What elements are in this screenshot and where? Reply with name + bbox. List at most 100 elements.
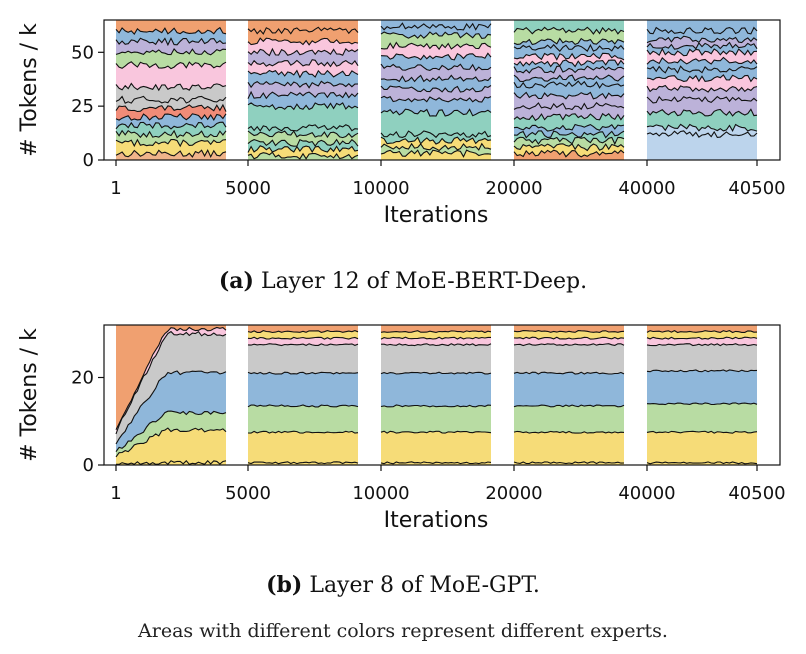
area-band-c0-s4-10 xyxy=(647,36,757,50)
area-band-c0-s0-7 xyxy=(116,83,226,104)
boundary-line-c1-s2-1 xyxy=(380,461,492,465)
area-band-c1-s4-1 xyxy=(647,431,757,464)
boundary-line-c0-s2-4 xyxy=(380,130,492,139)
area-band-c0-s3-4 xyxy=(514,124,624,138)
area-band-c1-s3-3 xyxy=(514,372,624,407)
area-band-c1-s0-6 xyxy=(116,325,226,430)
x-tick-label-c0-s4-start: 40000 xyxy=(618,178,675,199)
caption-a-text: Layer 12 of MoE-BERT-Deep. xyxy=(260,269,588,294)
boundary-line-c0-s3-5 xyxy=(513,123,625,132)
axes-frame-c0 xyxy=(103,19,781,161)
boundary-line-c1-s2-3 xyxy=(380,404,492,408)
area-band-c0-s4-6 xyxy=(647,66,757,82)
area-band-c0-s1-4 xyxy=(248,124,358,138)
area-band-c0-s1-2 xyxy=(248,139,358,153)
boundary-line-c1-s4-1 xyxy=(646,461,758,465)
area-band-c0-s2-10 xyxy=(381,42,491,60)
boundary-line-c1-s0-1 xyxy=(116,459,227,466)
boundary-line-c0-s3-9 xyxy=(513,80,625,89)
boundary-line-c0-s1-5 xyxy=(247,124,359,132)
boundary-line-c0-s2-3 xyxy=(380,136,492,145)
plot-area-b: 1 5000 10000 20000 40000 40500 0 20 xyxy=(71,324,786,504)
x-tick-label-c0-s1-start: 5000 xyxy=(225,178,271,199)
boundary-line-c0-s2-8 xyxy=(380,74,492,83)
boundary-line-c1-s1-7 xyxy=(247,330,359,334)
boundary-line-c1-s0-2 xyxy=(115,427,227,458)
area-band-c0-s1-10 xyxy=(248,48,358,67)
area-band-c1-s2-7 xyxy=(381,325,491,333)
boundary-line-c1-s0-6 xyxy=(115,326,227,430)
boundary-line-c1-s2-2 xyxy=(380,430,492,434)
area-band-c1-s3-4 xyxy=(514,343,624,374)
boundary-line-c0-s3-10 xyxy=(513,74,625,83)
boundary-line-c1-s4-6 xyxy=(646,336,758,340)
boundary-line-c1-s4-4 xyxy=(646,369,758,373)
boundary-line-c0-s4-7 xyxy=(646,65,758,74)
area-band-c1-s3-2 xyxy=(514,405,624,434)
area-band-c1-s1-2 xyxy=(248,405,358,434)
area-band-c0-s0-9 xyxy=(116,49,226,69)
boundary-line-c1-s3-2 xyxy=(513,430,625,434)
boundary-line-c0-s0-4 xyxy=(115,121,227,130)
x-tick-label-c1-s2-start: 10000 xyxy=(352,483,409,504)
area-band-c0-s4-11 xyxy=(647,27,757,43)
boundary-line-c0-s1-9 xyxy=(247,69,359,79)
area-band-c0-s4-4 xyxy=(647,85,757,103)
area-band-c1-s4-2 xyxy=(647,402,757,434)
area-band-c1-s2-4 xyxy=(381,343,491,374)
boundary-line-c0-s1-11 xyxy=(247,47,359,57)
boundary-line-c1-s2-4 xyxy=(380,371,492,375)
area-band-c0-s1-8 xyxy=(248,70,358,88)
area-band-c0-s3-15 xyxy=(514,27,624,45)
boundary-line-c0-s3-2 xyxy=(513,143,625,152)
boundary-line-c0-s4-9 xyxy=(646,47,758,57)
boundary-line-c1-s1-3 xyxy=(247,404,359,408)
boundary-line-c0-s1-2 xyxy=(247,145,359,153)
boundary-line-c0-s3-11 xyxy=(513,65,625,74)
caption-a: (a) Layer 12 of MoE-BERT-Deep. xyxy=(0,268,806,294)
area-band-c0-s2-13 xyxy=(381,20,491,30)
boundary-line-c0-s0-12 xyxy=(115,26,227,36)
boundary-line-c0-s2-1 xyxy=(380,149,492,158)
boundary-line-c1-s3-5 xyxy=(513,343,625,347)
boundary-line-c0-s1-12 xyxy=(247,37,359,46)
boundary-line-c0-s1-7 xyxy=(247,90,359,100)
boundary-line-c0-s1-4 xyxy=(247,130,359,139)
boundary-line-c0-s4-4 xyxy=(646,95,758,104)
boundary-line-c0-s3-12 xyxy=(513,59,625,68)
area-band-c0-s2-5 xyxy=(381,96,491,116)
area-band-c1-s0-1 xyxy=(116,428,226,465)
area-band-c0-s4-8 xyxy=(647,49,757,65)
area-band-c0-s3-11 xyxy=(514,60,624,73)
area-band-c0-s0-6 xyxy=(116,96,226,112)
y-tick-label-c1-20: 20 xyxy=(71,368,94,389)
boundary-line-c0-s2-10 xyxy=(380,52,492,61)
area-band-c1-s4-6 xyxy=(647,330,757,340)
area-band-c0-s3-3 xyxy=(514,130,624,144)
y-tick-label-c0-0: 0 xyxy=(83,150,94,171)
area-band-c1-s0-4 xyxy=(116,331,226,444)
boundary-line-c0-s3-15 xyxy=(513,37,625,46)
boundary-line-c0-s2-13 xyxy=(380,22,492,31)
area-band-c1-s3-6 xyxy=(514,330,624,340)
boundary-line-c0-s3-6 xyxy=(513,112,625,122)
footnote: Areas with different colors represent di… xyxy=(138,620,668,642)
boundary-line-c0-s2-9 xyxy=(380,63,492,72)
area-band-c1-s0-0 xyxy=(116,460,226,465)
area-band-c0-s0-8 xyxy=(116,61,226,91)
area-band-c0-s4-12 xyxy=(647,20,757,34)
area-band-c1-s3-5 xyxy=(514,337,624,346)
boundary-line-c0-s0-2 xyxy=(115,138,227,148)
boundary-line-c0-s4-11 xyxy=(646,35,758,44)
x-tick-label-c1-s0-start: 1 xyxy=(110,483,121,504)
boundary-line-c0-s0-10 xyxy=(115,48,227,56)
boundary-line-c0-s4-5 xyxy=(646,84,758,93)
caption-a-tag: (a) xyxy=(218,268,254,294)
boundary-line-c0-s3-14 xyxy=(513,43,625,53)
plot-area-a: 1 5000 10000 20000 40000 40500 0 25 50 xyxy=(71,19,786,199)
area-band-c1-s4-7 xyxy=(647,325,757,333)
area-band-c0-s1-13 xyxy=(248,20,358,34)
boundary-line-c0-s3-8 xyxy=(513,91,625,100)
boundary-line-c1-s3-4 xyxy=(513,371,625,375)
boundary-line-c1-s3-6 xyxy=(513,336,625,340)
